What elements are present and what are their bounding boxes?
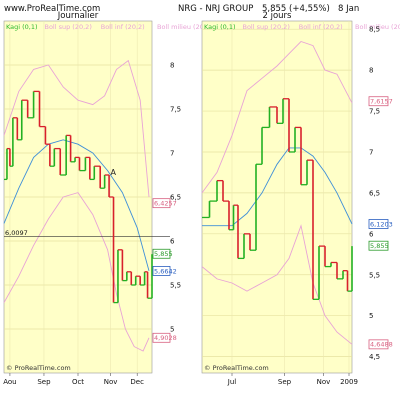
value-tag-box [368, 219, 389, 229]
y-tick-label: 7,5 [170, 106, 181, 114]
price-change: 5,855 (+4,55%) [262, 4, 330, 14]
x-tick-label: 2009 [340, 378, 358, 386]
boll-mid-line [3, 139, 150, 272]
value-tag: 4,6488 [370, 341, 393, 349]
legend-item: Boll inf (20,2) [101, 23, 145, 31]
legend-item: Boll milieu (20,2) [355, 23, 400, 31]
y-tick-label: 7 [170, 150, 174, 158]
value-tag-box [368, 339, 389, 350]
boll-sup-line [3, 59, 150, 198]
y-tick-label: 5 [170, 326, 174, 334]
chart-credit: © ProRealTime.com [6, 364, 71, 372]
value-tag: 4,9028 [154, 334, 177, 342]
x-tick-label: Nov [317, 378, 331, 386]
x-tick-label: Sep [278, 378, 292, 386]
quote-date: 8 Jan [338, 4, 359, 14]
legend-item: Boll milieu (20,2) [157, 23, 213, 31]
y-tick-label: 5,5 [170, 282, 181, 290]
site-name: www.ProRealTime.com [4, 4, 100, 14]
y-tick-label: 5 [369, 312, 373, 320]
legend-item: Boll inf (20,2) [299, 23, 343, 31]
value-tag: 5,6642 [154, 267, 177, 275]
chart-credit: © ProRealTime.com [204, 364, 269, 372]
x-tick-label: Dec [130, 378, 144, 386]
y-tick-label: 7,5 [369, 108, 380, 116]
y-tick-label: 6,5 [170, 194, 181, 202]
value-tag-box [152, 266, 171, 276]
legend-item: Kagi (0,1) [204, 23, 236, 31]
panel-title: Journalier [57, 11, 99, 21]
value-tag-box [152, 332, 171, 343]
value-tag: 7,6157 [370, 98, 393, 106]
value-tag: 5,855 [370, 242, 389, 250]
value-tag-box [368, 96, 389, 107]
value-tag: 5,855 [154, 250, 173, 258]
y-tick-label: 7 [369, 148, 373, 156]
value-tag-box [152, 248, 171, 259]
x-tick-label: Nov [104, 378, 118, 386]
plot-area [201, 20, 353, 374]
y-tick-label: 8 [170, 62, 174, 70]
reference-label: 6,0097 [5, 229, 28, 237]
boll-sup-line [201, 40, 353, 194]
x-tick-label: Aou [3, 378, 16, 386]
y-tick-label: 6 [369, 230, 374, 238]
legend-item: Boll sup (20,2) [243, 23, 290, 31]
value-tag: 6,4257 [154, 200, 177, 208]
x-tick-label: Oct [72, 378, 84, 386]
panel-2-jours: 2 jours Kagi (0,1) Boll sup (20,2) Boll inf… [201, 11, 400, 386]
y-tick-label: 5,5 [369, 271, 380, 279]
y-tick-label: 6 [170, 238, 175, 246]
panel-journalier: Journalier Kagi (0,1) Boll sup (20,2) Boll … [3, 11, 212, 386]
legend-item: Boll sup (20,2) [45, 23, 92, 31]
x-tick-label: Sep [37, 378, 51, 386]
boll-inf-line [201, 224, 353, 345]
page-header: www.ProRealTime.com NRG - NRJ GROUP 5,85… [4, 4, 359, 14]
boll-inf-line [3, 192, 150, 352]
value-tag: 6,1203 [370, 220, 393, 228]
y-tick-label: 8 [369, 67, 373, 75]
legend-item: Kagi (0,1) [6, 23, 38, 31]
y-tick-label: 6,5 [369, 189, 380, 197]
panel-title: 2 jours [263, 11, 293, 21]
stock-name: NRG - NRJ GROUP [178, 4, 253, 14]
y-tick-label: 8,5 [369, 26, 380, 34]
y-tick-label: 4,5 [369, 353, 380, 361]
annotation-label: A [111, 168, 117, 177]
value-tag-box [368, 240, 389, 251]
x-tick-label: Jul [227, 378, 237, 386]
value-tag-box [152, 198, 171, 209]
